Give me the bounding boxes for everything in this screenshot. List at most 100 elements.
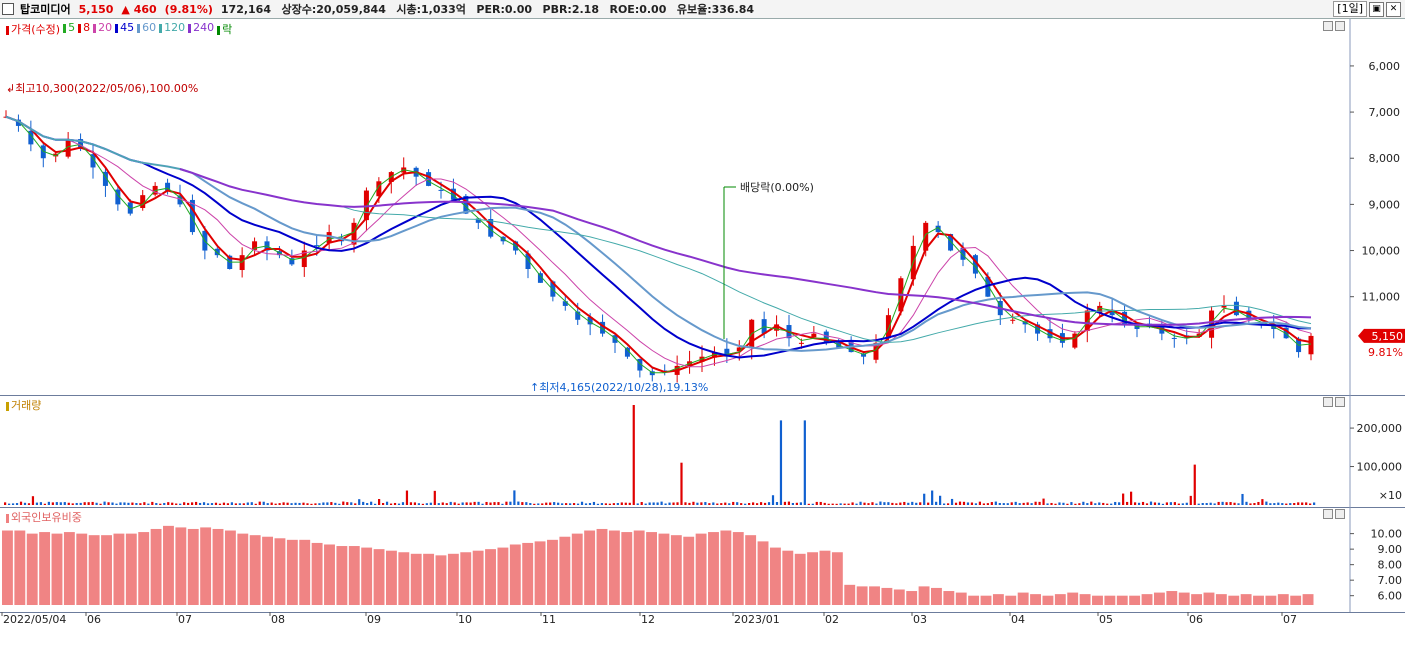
volume-bar xyxy=(1118,502,1121,505)
foreign-bar xyxy=(980,595,992,605)
volume-bar xyxy=(370,501,373,505)
foreign-chart[interactable]: 10.00 9.00 8.00 7.00 6.00 xyxy=(0,507,1405,612)
legend-ma8[interactable]: 8 xyxy=(78,21,90,37)
volume-bar xyxy=(684,502,687,505)
legend-ma5[interactable]: 5 xyxy=(63,21,75,37)
minimize-icon[interactable] xyxy=(1323,397,1333,407)
volume-bar xyxy=(907,502,910,505)
volume-bar xyxy=(1313,502,1316,505)
candle xyxy=(823,331,829,343)
maximize-icon[interactable] xyxy=(1335,509,1345,519)
volume-bar xyxy=(421,503,424,505)
volume-bar xyxy=(238,503,241,505)
volume-bar xyxy=(931,490,934,505)
volume-bar xyxy=(791,502,794,505)
volume-bar xyxy=(1269,503,1272,505)
candle xyxy=(662,370,668,372)
volume-bar xyxy=(1193,464,1196,505)
foreign-bar xyxy=(1203,592,1215,605)
price-legend: 가격(수정) 5 8 20 45 60 120 240 락 xyxy=(6,21,232,37)
volume-bar xyxy=(1078,503,1081,505)
volume-bar xyxy=(1050,502,1053,505)
volume-bar xyxy=(11,503,15,505)
foreign-pane[interactable]: 10.00 9.00 8.00 7.00 6.00 외국인보유비중 xyxy=(0,507,1405,613)
candle xyxy=(289,258,295,265)
candle xyxy=(102,171,108,186)
maximize-icon[interactable] xyxy=(1335,21,1345,31)
last-price-tag xyxy=(1358,328,1405,343)
volume-bar xyxy=(1066,503,1069,505)
select-checkbox[interactable] xyxy=(2,3,14,15)
legend-ma120[interactable]: 120 xyxy=(159,21,185,37)
volume-bar xyxy=(974,503,978,505)
legend-ma240[interactable]: 240 xyxy=(188,21,214,37)
volume-bar xyxy=(167,502,170,505)
candle xyxy=(798,342,804,344)
legend-price[interactable]: 가격(수정) xyxy=(6,21,60,37)
last-price-label: 5,150 xyxy=(1372,330,1404,343)
volume-bar xyxy=(1285,503,1288,505)
volume-bar xyxy=(1114,501,1117,505)
candle xyxy=(612,335,618,343)
volume-bar xyxy=(887,502,890,505)
volume-bar xyxy=(294,502,297,505)
volume-bar xyxy=(692,501,695,505)
volume-bar xyxy=(811,503,814,505)
volume-bar xyxy=(620,502,623,505)
x-tick-label: 2023/01 xyxy=(734,613,780,626)
y-tick-label: 10.00 xyxy=(1371,528,1403,541)
foreign-legend[interactable]: 외국인보유비중 xyxy=(6,509,82,525)
volume-bar xyxy=(1293,503,1296,505)
legend-ma60[interactable]: 60 xyxy=(137,21,156,37)
minimize-icon[interactable] xyxy=(1323,21,1333,31)
maximize-icon[interactable] xyxy=(1335,397,1345,407)
x-tick-label: 2022/05/04 xyxy=(3,613,66,626)
volume-bar xyxy=(1026,502,1029,505)
x-tick-label: 06 xyxy=(1189,613,1203,626)
candle xyxy=(53,153,59,157)
price-pane[interactable]: 11,000 10,000 9,000 8,000 7,000 6,000 ↲최고10,30… xyxy=(0,19,1405,396)
legend-ex-dividend[interactable]: 락 xyxy=(217,21,232,37)
volume-bar xyxy=(748,503,751,505)
volume-bar xyxy=(604,503,607,505)
volume-pane[interactable]: 100,000 200,000 ×10 거래량 xyxy=(0,395,1405,508)
period-selector[interactable]: [1일] xyxy=(1333,1,1367,17)
per-value: PER:0.00 xyxy=(476,3,533,16)
y-tick-label: 6.00 xyxy=(1378,590,1403,603)
volume-unit: ×10 xyxy=(1379,489,1402,502)
candle xyxy=(972,255,978,274)
foreign-bar xyxy=(348,546,360,605)
foreign-bar xyxy=(39,532,51,605)
foreign-bar xyxy=(621,532,633,605)
pane-controls xyxy=(1323,397,1345,407)
foreign-bar xyxy=(807,552,819,605)
volume-bar xyxy=(254,503,257,505)
volume-bar xyxy=(740,503,743,505)
maximize-icon[interactable]: ▣ xyxy=(1369,1,1384,17)
foreign-bar xyxy=(262,536,274,605)
foreign-bar xyxy=(435,555,447,605)
volume-bar xyxy=(592,501,596,505)
minimize-icon[interactable] xyxy=(1323,509,1333,519)
foreign-bar xyxy=(1265,595,1277,605)
legend-ma45[interactable]: 45 xyxy=(115,21,134,37)
volume-bar xyxy=(628,502,631,505)
price-chart[interactable]: 11,000 10,000 9,000 8,000 7,000 6,000 ↲최고10,30… xyxy=(0,19,1405,395)
foreign-bar xyxy=(943,591,955,605)
date-axis: 2022/05/04 06 07 08 09 10 11 12 2023/01 02 03 04 05 0… xyxy=(1,612,1297,626)
volume-bar xyxy=(1106,503,1109,505)
volume-bar xyxy=(310,503,313,505)
price-change: ▲ 460 xyxy=(121,2,157,16)
window-controls: [1일] ▣ ✕ xyxy=(1333,1,1401,17)
candle xyxy=(488,219,494,237)
volume-legend[interactable]: 거래량 xyxy=(6,397,41,413)
close-icon[interactable]: ✕ xyxy=(1386,1,1401,17)
stock-name[interactable]: 탑코미디어 xyxy=(20,3,71,16)
volume-bar xyxy=(612,503,615,505)
volume-chart[interactable]: 100,000 200,000 ×10 xyxy=(0,395,1405,507)
x-tick-label: 07 xyxy=(1283,613,1297,626)
legend-ma20[interactable]: 20 xyxy=(93,21,112,37)
volume-bar xyxy=(111,502,114,505)
volume-bar xyxy=(151,501,154,505)
volume-bar xyxy=(1070,502,1073,505)
